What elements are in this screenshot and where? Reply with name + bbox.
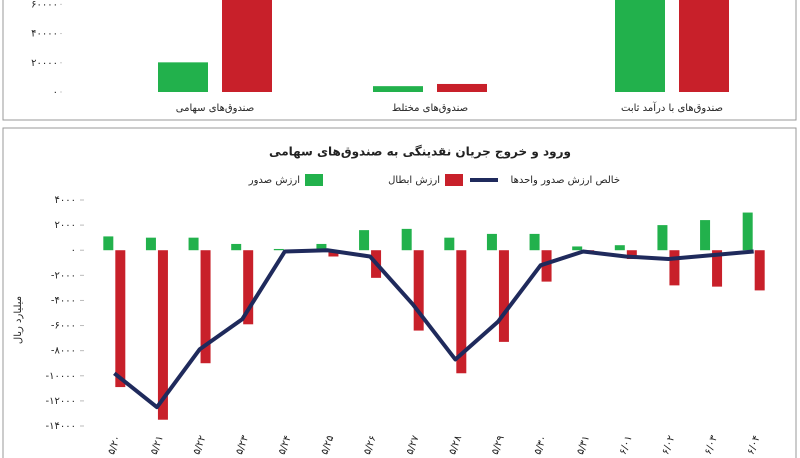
x-tick-label: ۵/۲۸: [447, 434, 464, 457]
x-tick-label: صندوق‌های با درآمد ثابت: [621, 101, 723, 114]
bar: [103, 236, 114, 251]
x-tick-label: ۵/۲۱: [149, 434, 166, 456]
bar: [541, 250, 552, 282]
x-tick-label: ۵/۲۲: [192, 434, 209, 456]
y-axis-label: میلیارد ریال: [13, 296, 24, 344]
y-tick-label: -۱۰۰۰۰: [46, 371, 76, 382]
x-tick-label: صندوق‌های مختلط: [392, 103, 468, 114]
x-tick-label: ۶/۰۴: [746, 434, 763, 456]
bar: [157, 250, 168, 420]
bar: [444, 237, 455, 251]
y-tick-label: ۰: [53, 87, 58, 98]
bar: [754, 250, 765, 291]
x-tick-label: ۵/۲۳: [234, 434, 251, 457]
bar: [529, 233, 540, 251]
y-tick-label: -۱۲۰۰۰: [46, 396, 76, 407]
bar: [188, 237, 199, 251]
y-tick-label: ۶۰۰۰۰: [31, 0, 58, 10]
x-tick-label: ۵/۲۴: [277, 434, 294, 456]
y-tick-label: -۲۰۰۰: [51, 270, 76, 281]
y-tick-label: -۴۰۰۰: [51, 295, 76, 306]
bottom-chart: ورود و خروج جریان نقدینگی به صندوق‌های س…: [13, 145, 765, 457]
x-tick-label: صندوق‌های سهامی: [176, 103, 254, 114]
bar: [373, 86, 423, 92]
top-panel: [2, 0, 797, 121]
y-tick-label: ۴۰۰۰: [55, 195, 76, 206]
bar: [657, 225, 668, 251]
bottom-panel: [2, 127, 797, 458]
x-tick-label: ۶/۰۱: [618, 434, 635, 456]
bar: [679, 0, 729, 92]
bar: [328, 250, 339, 257]
bar: [486, 233, 497, 251]
bar: [413, 250, 424, 331]
bar: [401, 228, 412, 251]
line: [113, 248, 754, 410]
x-tick-label: ۶/۰۲: [660, 434, 677, 456]
bar: [615, 0, 665, 92]
legend-label: خالص ارزش صدور واحدها: [511, 175, 620, 186]
legend-swatch: [445, 174, 463, 186]
x-tick-label: ۵/۲۵: [319, 434, 336, 456]
bar: [200, 250, 211, 364]
x-tick-label: ۵/۲۶: [362, 434, 379, 456]
x-tick-label: ۵/۳۱: [575, 434, 592, 456]
legend-label: ارزش صدور: [248, 175, 300, 186]
bar: [273, 248, 284, 251]
bar: [572, 246, 583, 251]
x-tick-label: ۵/۲۰: [106, 434, 123, 456]
bar: [712, 250, 723, 287]
bar: [700, 220, 711, 251]
legend-swatch: [305, 174, 323, 186]
y-tick-label: ۴۰۰۰۰: [31, 29, 58, 40]
y-tick-label: -۸۰۰۰: [51, 346, 76, 357]
bar: [145, 237, 156, 251]
bar: [158, 62, 208, 92]
x-tick-label: ۶/۰۳: [703, 434, 720, 457]
legend-label: ارزش ابطال: [388, 175, 440, 186]
bar: [742, 212, 753, 251]
bar: [115, 250, 126, 388]
bar: [231, 243, 242, 251]
y-tick-label: -۶۰۰۰: [51, 321, 76, 332]
x-tick-label: ۵/۲۹: [490, 434, 507, 456]
bar: [456, 250, 467, 374]
bar: [498, 250, 509, 342]
x-tick-label: ۵/۲۷: [405, 434, 422, 457]
bar: [316, 243, 327, 251]
bar: [437, 83, 487, 92]
y-tick-label: -۱۴۰۰۰: [46, 421, 76, 432]
y-tick-label: ۰: [71, 245, 76, 256]
y-tick-label: ۲۰۰۰: [55, 220, 76, 231]
bar: [222, 0, 272, 92]
bar: [359, 230, 370, 251]
bar: [669, 250, 680, 286]
x-tick-label: ۵/۳۰: [533, 434, 550, 456]
bar: [614, 245, 625, 251]
top-chart: ۰ ۲۰۰۰۰ ۴۰۰۰۰ ۶۰۰۰۰ صندوق‌های سهامی صندوق‌های…: [31, 0, 729, 114]
y-tick-label: ۲۰۰۰۰: [31, 58, 58, 69]
bar: [243, 250, 254, 325]
chart-title: ورود و خروج جریان نقدینگی به صندوق‌های س…: [269, 145, 571, 160]
bar: [626, 250, 637, 260]
